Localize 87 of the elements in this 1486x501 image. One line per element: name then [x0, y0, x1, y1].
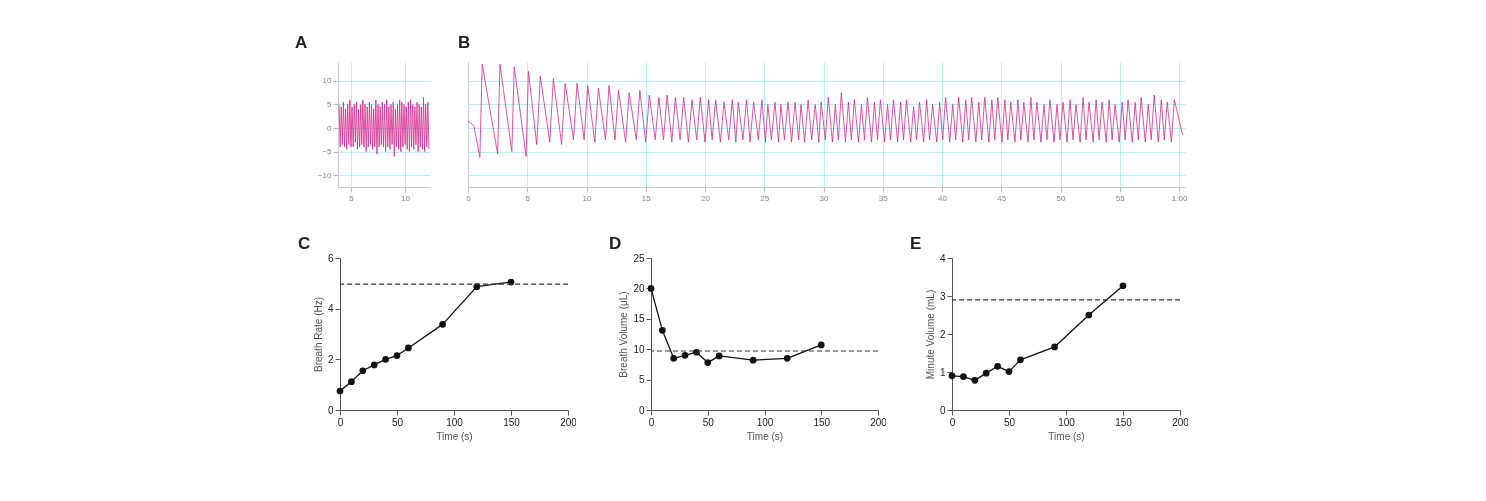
x-tick-label: 5 — [349, 193, 355, 203]
y-tick-label: 25 — [633, 252, 645, 264]
point — [659, 327, 666, 334]
x-tick-label: 0 — [648, 416, 655, 428]
x-tick-label: 0 — [949, 416, 956, 428]
point — [1017, 356, 1024, 364]
x-tick-label: 100 — [446, 416, 464, 428]
y-tick-label: 0 — [939, 404, 946, 416]
point — [948, 372, 956, 380]
y-tick-label: 0 — [638, 404, 645, 416]
point — [1119, 282, 1127, 290]
x-axis-title: Time (s) — [436, 430, 473, 442]
x-tick-label: 10 — [401, 193, 411, 203]
chart-title: D — [609, 234, 622, 253]
y-tick-label: −10 — [317, 170, 333, 180]
x-axis-title: Time (s) — [746, 430, 784, 442]
y-tick-label: −5 — [322, 147, 333, 157]
x-tick-label: 35 — [878, 193, 889, 203]
y-tick-label: 5 — [327, 99, 333, 109]
x-tick-label: 50 — [1056, 193, 1067, 203]
y-tick-label: 0 — [327, 404, 334, 416]
x-tick-label: 50 — [1003, 416, 1016, 428]
x-tick-label: 150 — [1115, 416, 1133, 428]
point — [960, 373, 967, 380]
point — [994, 362, 1001, 370]
x-tick-label: 25 — [760, 193, 770, 203]
x-tick-label: 20 — [701, 193, 711, 203]
x-tick-label: 10 — [582, 193, 593, 203]
y-tick-label: 10 — [322, 76, 333, 86]
x-tick-label: 30 — [819, 193, 830, 203]
y-tick-label: 4 — [327, 303, 334, 315]
point — [783, 354, 791, 362]
y-tick-label: 2 — [939, 328, 946, 340]
point — [370, 361, 378, 369]
point — [359, 367, 367, 375]
x-tick-label: 150 — [503, 416, 521, 428]
point — [817, 341, 825, 349]
y-axis-title: Breath Rate (Hz) — [312, 296, 324, 373]
x-tick-label: 100 — [1058, 416, 1076, 428]
y-tick-label: 6 — [327, 252, 334, 264]
point — [704, 359, 712, 366]
x-tick-label: 55 — [1115, 193, 1126, 203]
x-tick-label: 0 — [337, 416, 344, 428]
x-tick-label: 200 — [560, 416, 578, 428]
point — [982, 369, 990, 377]
chart-title: A — [295, 33, 308, 52]
point — [670, 354, 678, 362]
line-series — [338, 96, 430, 157]
point — [336, 387, 344, 395]
x-tick-label: 45 — [997, 193, 1007, 203]
y-tick-label: 20 — [633, 282, 645, 294]
chart-title: C — [298, 234, 311, 253]
point — [393, 352, 401, 359]
x-tick-label: 40 — [938, 193, 948, 203]
point — [1051, 343, 1058, 351]
point — [1085, 311, 1093, 319]
point — [681, 351, 689, 359]
y-tick-label: 4 — [939, 252, 946, 264]
x-axis-title: Time (s) — [1048, 430, 1085, 442]
y-tick-label: 0 — [327, 123, 333, 133]
y-tick-label: 1 — [939, 366, 946, 378]
x-tick-label: 50 — [702, 416, 715, 428]
y-tick-label: 3 — [939, 290, 946, 302]
chart-title: B — [458, 33, 471, 52]
y-tick-label: 2 — [327, 353, 334, 365]
point — [749, 356, 757, 364]
point — [971, 377, 979, 384]
x-tick-label: 1:00 — [1171, 193, 1188, 203]
y-tick-label: 15 — [633, 313, 645, 325]
y-tick-label: 5 — [638, 374, 645, 386]
y-axis-title: Minute Volume (mL) — [924, 289, 936, 380]
x-tick-label: 100 — [756, 416, 774, 428]
x-tick-label: 200 — [870, 416, 888, 428]
x-tick-label: 0 — [466, 193, 472, 203]
point — [348, 378, 355, 385]
chart-title: E — [910, 234, 922, 253]
x-tick-label: 200 — [1172, 416, 1190, 428]
x-tick-label: 50 — [391, 416, 404, 428]
x-tick-label: 5 — [525, 193, 531, 203]
y-axis-title: Breath Volume (μL) — [618, 291, 630, 378]
point — [439, 321, 446, 328]
point — [1005, 368, 1013, 375]
point — [405, 344, 412, 352]
point — [715, 352, 723, 360]
y-tick-label: 10 — [633, 343, 645, 355]
point — [382, 355, 389, 363]
x-tick-label: 150 — [813, 416, 831, 428]
